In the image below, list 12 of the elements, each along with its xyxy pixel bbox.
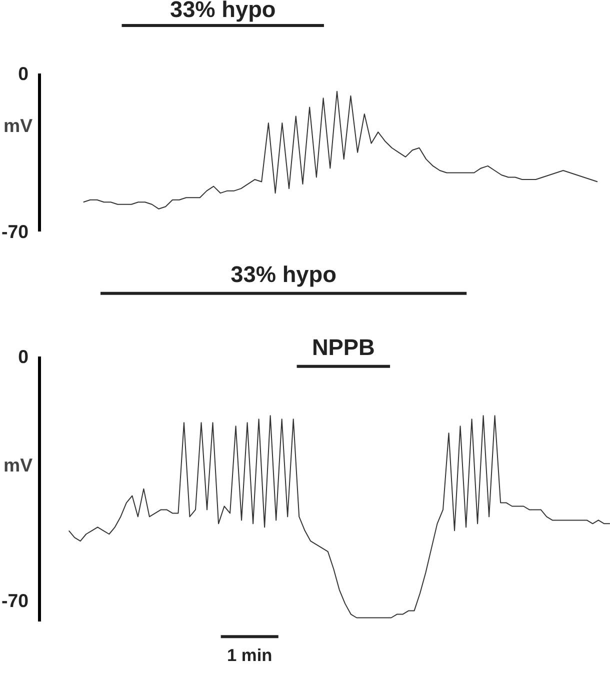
- y-axis-title: mV: [4, 115, 34, 136]
- text: 33% hypo: [230, 260, 336, 287]
- y-tick-label: -70: [2, 590, 29, 611]
- y-tick-label: -70: [2, 221, 29, 242]
- line-series: [68, 415, 610, 618]
- y-axis-title: mV: [4, 454, 34, 476]
- line-series: [82, 90, 598, 210]
- annotation: NPPB: [312, 334, 375, 360]
- text: 1 min: [226, 645, 272, 666]
- y-tick-label: 0: [18, 62, 29, 84]
- y-tick-label: 0: [18, 346, 29, 367]
- text: 33% hypo: [170, 0, 276, 22]
